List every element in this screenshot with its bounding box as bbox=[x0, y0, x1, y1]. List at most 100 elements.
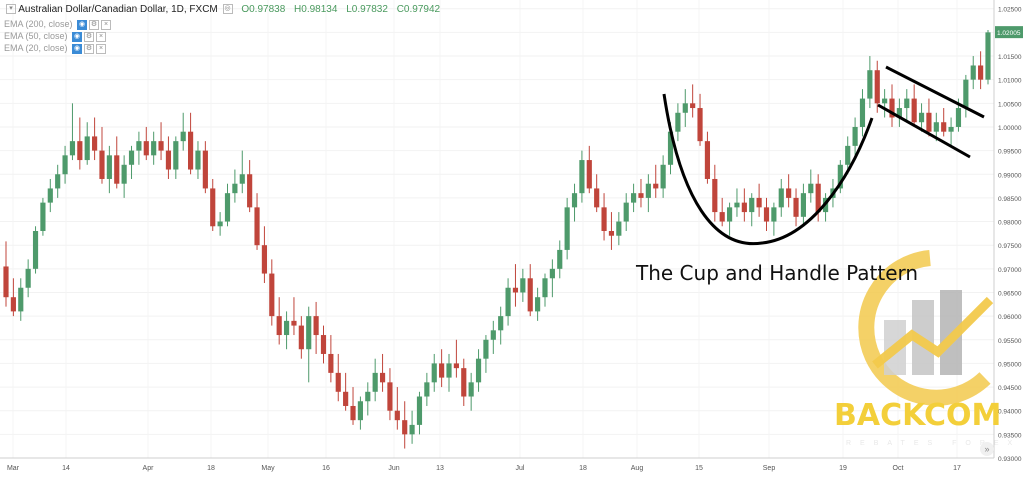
candle-body bbox=[195, 150, 201, 170]
candle-body bbox=[298, 325, 304, 350]
candle bbox=[313, 301, 319, 354]
candle bbox=[269, 259, 275, 326]
candle bbox=[564, 197, 570, 260]
candle-body bbox=[62, 155, 68, 175]
candle-body bbox=[800, 193, 806, 217]
candle-body bbox=[896, 108, 902, 118]
grid-layer bbox=[0, 0, 994, 459]
candle bbox=[690, 84, 696, 118]
candle bbox=[852, 117, 858, 156]
candle-body bbox=[394, 410, 400, 421]
candle bbox=[970, 56, 976, 90]
candle bbox=[616, 212, 622, 246]
candle-body bbox=[690, 103, 696, 109]
candle bbox=[261, 226, 268, 284]
chart-header: ▾ Australian Dollar/Canadian Dollar, 1D,… bbox=[4, 4, 440, 15]
indicator-label: EMA (200, close) bbox=[4, 19, 73, 29]
symbol-title: Australian Dollar/Canadian Dollar, 1D, F… bbox=[18, 4, 218, 15]
candle bbox=[188, 112, 194, 175]
candle-body bbox=[69, 141, 76, 156]
x-tick-label: Mar bbox=[7, 465, 20, 472]
candle bbox=[631, 183, 637, 213]
visibility-icon[interactable]: ◉ bbox=[77, 19, 88, 30]
y-tick-label: 0.98500 bbox=[998, 196, 1022, 203]
candle-body bbox=[970, 65, 976, 80]
candle bbox=[151, 131, 157, 165]
y-tick-label: 0.97000 bbox=[998, 267, 1022, 274]
candle bbox=[453, 339, 459, 378]
candle-body bbox=[121, 164, 127, 184]
candle-body bbox=[490, 330, 496, 340]
indicator-ema50[interactable]: EMA (50, close) ◉ ⚙ × bbox=[4, 31, 107, 42]
scroll-to-end-button[interactable]: » bbox=[980, 442, 994, 456]
settings-icon[interactable]: ⚙ bbox=[84, 43, 95, 54]
candle bbox=[734, 188, 740, 217]
indicator-label: EMA (50, close) bbox=[4, 31, 68, 41]
candle bbox=[653, 164, 659, 198]
candle-body bbox=[786, 188, 792, 198]
candle-body bbox=[505, 287, 511, 317]
candle-body bbox=[402, 420, 408, 435]
candle-body bbox=[165, 150, 172, 170]
candle-body bbox=[143, 141, 149, 156]
backcom-logo bbox=[858, 250, 994, 406]
candle bbox=[468, 372, 474, 411]
close-icon[interactable]: × bbox=[96, 43, 107, 54]
candle bbox=[837, 160, 843, 194]
visibility-icon[interactable]: ◉ bbox=[72, 31, 83, 42]
settings-icon[interactable]: ⚙ bbox=[84, 31, 95, 42]
candle-body bbox=[409, 424, 415, 435]
settings-icon[interactable]: ⚙ bbox=[89, 19, 100, 30]
settings-icon[interactable]: ◎ bbox=[222, 4, 233, 15]
visibility-icon[interactable]: ◉ bbox=[72, 43, 83, 54]
candle bbox=[283, 311, 290, 350]
candle-body bbox=[778, 188, 784, 208]
candle-body bbox=[10, 297, 16, 312]
candle bbox=[298, 316, 304, 359]
indicator-ema20[interactable]: EMA (20, close) ◉ ⚙ × bbox=[4, 43, 107, 54]
candle-body bbox=[941, 122, 947, 132]
candle bbox=[645, 174, 651, 213]
y-tick-label: 0.97500 bbox=[998, 243, 1022, 250]
candle-body bbox=[645, 183, 651, 198]
y-tick-label: 0.96500 bbox=[998, 290, 1022, 297]
candle bbox=[896, 98, 902, 127]
candle-body bbox=[653, 183, 659, 189]
open-value: O0.97838 bbox=[241, 4, 286, 15]
candle bbox=[660, 155, 666, 198]
close-icon[interactable]: × bbox=[96, 31, 107, 42]
candle bbox=[409, 410, 415, 444]
candle-body bbox=[601, 207, 607, 231]
candle-body bbox=[254, 207, 260, 246]
candle-body bbox=[158, 141, 164, 151]
candle bbox=[431, 353, 437, 392]
candle-body bbox=[616, 221, 622, 236]
x-tick-label: 14 bbox=[62, 465, 70, 472]
candle-body bbox=[675, 112, 681, 132]
candle-body bbox=[320, 335, 327, 354]
candle bbox=[136, 131, 142, 165]
candle-body bbox=[808, 183, 814, 194]
candle-body bbox=[667, 131, 674, 165]
y-tick-label: 1.01500 bbox=[998, 54, 1022, 61]
candle-body bbox=[793, 197, 799, 217]
cup-curve bbox=[662, 93, 874, 246]
candle-body bbox=[335, 372, 341, 392]
candle bbox=[697, 93, 703, 146]
candle-body bbox=[239, 174, 245, 184]
candle-body bbox=[32, 231, 39, 269]
collapse-icon[interactable]: ▾ bbox=[6, 4, 16, 15]
candle bbox=[40, 197, 46, 236]
last-price-badge bbox=[995, 26, 1023, 39]
candle-body bbox=[763, 207, 770, 222]
candle-body bbox=[47, 188, 53, 203]
candle-body bbox=[741, 202, 747, 213]
close-icon[interactable]: × bbox=[101, 19, 112, 30]
candle-body bbox=[461, 368, 467, 397]
candle-body bbox=[343, 391, 349, 406]
candle-body bbox=[978, 65, 984, 80]
candle-body bbox=[579, 160, 585, 194]
candle bbox=[623, 193, 629, 231]
indicator-ema200[interactable]: EMA (200, close) ◉ ⚙ × bbox=[4, 19, 112, 30]
candle-body bbox=[734, 202, 740, 208]
